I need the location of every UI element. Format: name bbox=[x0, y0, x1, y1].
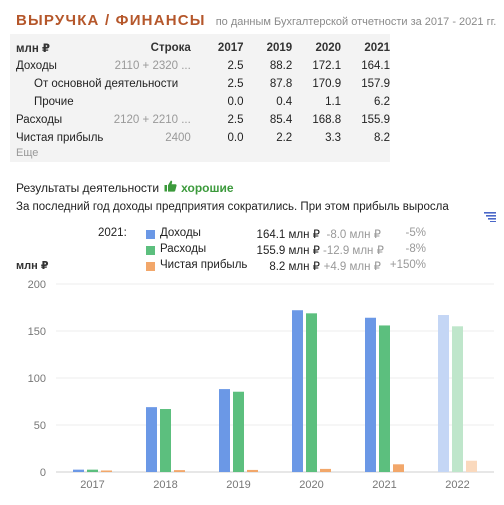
y-tick-label: 100 bbox=[28, 373, 46, 385]
bar bbox=[393, 464, 404, 472]
bar bbox=[365, 317, 376, 472]
row-value: 2.5 bbox=[227, 78, 244, 90]
section-title: ВЫРУЧКА / ФИНАНСЫ bbox=[16, 12, 206, 29]
bar bbox=[292, 310, 303, 472]
row-value: 2.5 bbox=[227, 114, 244, 126]
y-axis-unit-label: млн ₽ bbox=[16, 260, 49, 272]
table-row: Чистая прибыль 2400 0.0 2.2 3.3 8.2 bbox=[10, 129, 390, 147]
legend-percent: -8% bbox=[405, 243, 426, 255]
bar bbox=[87, 469, 98, 472]
results-label: Результаты деятельности bbox=[16, 180, 160, 195]
bar-chart: 0 50 100 150 200 2017 2018 2019 2020 2021 2022 bbox=[28, 279, 494, 491]
y-tick-label: 0 bbox=[40, 467, 46, 479]
row-value: 1.1 bbox=[325, 96, 342, 108]
row-value: 87.8 bbox=[269, 78, 293, 90]
y-tick-label: 200 bbox=[28, 279, 46, 291]
row-value: 168.8 bbox=[312, 114, 342, 126]
legend-value: 164.1 млн ₽ bbox=[256, 229, 320, 241]
chart-menu-icon[interactable] bbox=[484, 212, 496, 222]
row-code: 2400 bbox=[165, 132, 191, 144]
legend-percent: +150% bbox=[389, 259, 426, 271]
bar bbox=[306, 313, 317, 472]
row-name: От основной деятельности bbox=[34, 78, 179, 90]
legend-value: 155.9 млн ₽ bbox=[256, 245, 320, 257]
row-value: 0.4 bbox=[276, 96, 293, 108]
row-value: 85.4 bbox=[269, 114, 293, 126]
y-tick-label: 50 bbox=[34, 420, 46, 432]
bar bbox=[233, 391, 244, 472]
bar bbox=[247, 469, 258, 472]
header-year: 2019 bbox=[266, 42, 293, 54]
x-tick-label: 2022 bbox=[445, 479, 469, 491]
x-tick-label: 2021 bbox=[372, 479, 396, 491]
y-tick-label: 150 bbox=[28, 326, 46, 338]
bar bbox=[452, 326, 463, 472]
legend-name: Расходы bbox=[160, 243, 207, 255]
row-name: Прочие bbox=[34, 96, 74, 108]
table-row: От основной деятельности 2.5 87.8 170.9 … bbox=[10, 75, 390, 93]
results-status: хорошие bbox=[181, 180, 234, 195]
legend-name: Доходы bbox=[160, 227, 201, 239]
table-row: Доходы 2110 + 2320 ... 2.5 88.2 172.1 16… bbox=[10, 57, 390, 75]
legend-value: 8.2 млн ₽ bbox=[269, 261, 320, 273]
financial-table: млн ₽ Строка 2017 2019 2020 2021 Доходы … bbox=[10, 39, 390, 147]
results-row: Результаты деятельности хорошие bbox=[16, 180, 234, 195]
bar bbox=[146, 407, 157, 472]
row-value: 3.3 bbox=[325, 132, 342, 144]
row-value: 88.2 bbox=[269, 60, 293, 72]
row-value: 170.9 bbox=[312, 78, 342, 90]
legend-year: 2021: bbox=[98, 227, 127, 239]
bar bbox=[101, 470, 112, 472]
row-code: 2110 + 2320 ... bbox=[114, 60, 191, 72]
table-row: Прочие 0.0 0.4 1.1 6.2 bbox=[10, 93, 390, 111]
results-summary: За последний год доходы предприятия сокр… bbox=[16, 201, 449, 213]
bar bbox=[73, 469, 84, 472]
legend-swatch bbox=[146, 262, 155, 271]
row-value: 8.2 bbox=[374, 132, 390, 144]
x-tick-label: 2017 bbox=[80, 479, 104, 491]
table-row: Расходы 2120 + 2210 ... 2.5 85.4 168.8 1… bbox=[10, 111, 390, 129]
x-tick-label: 2019 bbox=[226, 479, 250, 491]
row-value: 155.9 bbox=[361, 114, 390, 126]
legend-swatch bbox=[146, 246, 155, 255]
header-year: 2020 bbox=[315, 42, 342, 54]
header-year: 2021 bbox=[364, 42, 390, 54]
row-value: 2.2 bbox=[276, 132, 293, 144]
row-value: 157.9 bbox=[361, 78, 390, 90]
bar bbox=[174, 470, 185, 472]
legend-percent: -5% bbox=[405, 227, 426, 239]
row-name: Доходы bbox=[16, 60, 57, 72]
bar bbox=[219, 389, 230, 472]
row-value: 0.0 bbox=[227, 96, 244, 108]
x-tick-label: 2020 bbox=[299, 479, 323, 491]
row-name: Чистая прибыль bbox=[16, 132, 104, 144]
legend-delta: -12.9 млн ₽ bbox=[323, 245, 384, 257]
legend-swatch bbox=[146, 230, 155, 239]
row-value: 2.5 bbox=[227, 60, 244, 72]
legend-name: Чистая прибыль bbox=[160, 259, 248, 271]
row-value: 172.1 bbox=[312, 60, 342, 72]
row-value: 6.2 bbox=[374, 96, 390, 108]
bar bbox=[379, 325, 390, 472]
section-header: ВЫРУЧКА / ФИНАНСЫ по данным Бухгалтерско… bbox=[16, 12, 496, 29]
bar bbox=[438, 315, 449, 472]
more-link[interactable]: Еще bbox=[16, 147, 39, 159]
x-tick-label: 2018 bbox=[153, 479, 177, 491]
table-header-row: млн ₽ Строка 2017 2019 2020 2021 bbox=[10, 39, 390, 57]
row-code: 2120 + 2210 ... bbox=[113, 114, 191, 126]
legend-delta: -8.0 млн ₽ bbox=[326, 229, 382, 241]
thumbs-up-icon bbox=[164, 180, 177, 195]
header-unit: млн ₽ bbox=[16, 43, 50, 55]
header-year: 2017 bbox=[217, 42, 244, 54]
bar bbox=[160, 409, 171, 472]
bar bbox=[320, 468, 331, 472]
legend-delta: +4.9 млн ₽ bbox=[323, 261, 381, 273]
section-subtitle: по данным Бухгалтерской отчетности за 20… bbox=[215, 16, 497, 28]
financial-table-panel: млн ₽ Строка 2017 2019 2020 2021 Доходы … bbox=[10, 34, 390, 162]
row-value: 0.0 bbox=[227, 132, 244, 144]
bar bbox=[466, 460, 477, 472]
header-line-code: Строка bbox=[150, 42, 191, 54]
row-name: Расходы bbox=[16, 114, 63, 126]
row-value: 164.1 bbox=[361, 60, 390, 72]
